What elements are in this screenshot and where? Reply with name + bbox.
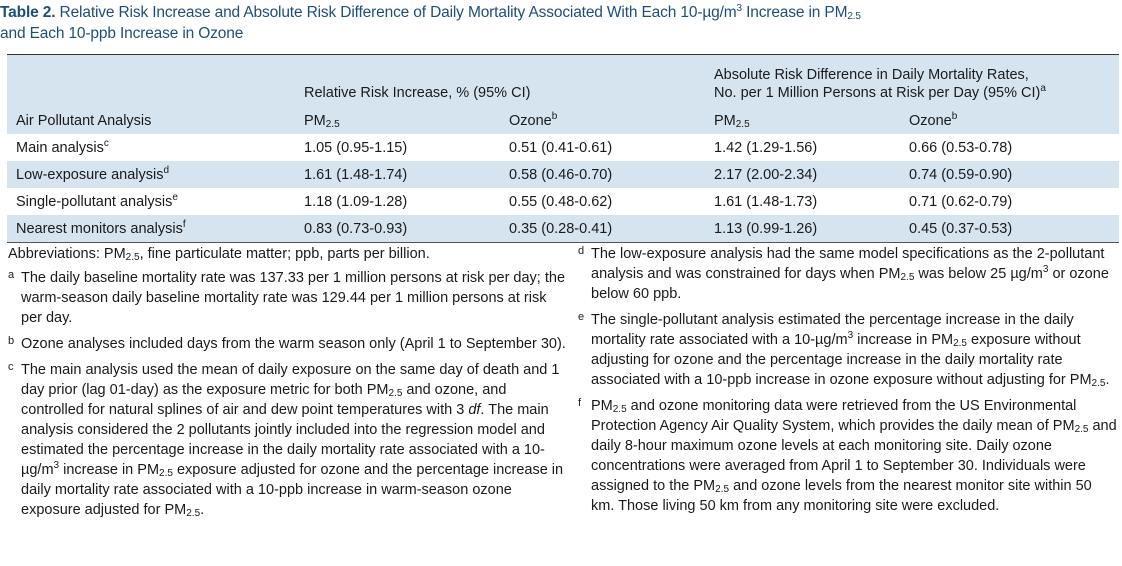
footnote-marker: e: [578, 311, 585, 323]
header-group-row: Relative Risk Increase, % (95% CI) Absol…: [7, 55, 1119, 108]
footnote-e: e The single-pollutant analysis estimate…: [578, 310, 1118, 390]
cell-ard-pm25: 1.61 (1.48-1.73): [714, 193, 818, 210]
footnote-marker: a: [8, 269, 15, 281]
row-label: Low-exposure analysisd: [16, 164, 170, 183]
table-row: Nearest monitors analysisf 0.83 (0.73-0.…: [7, 215, 1119, 243]
caption-text: Relative Risk Increase and Absolute Risk…: [59, 3, 861, 22]
col-header-ard-pm25: PM2.5: [714, 113, 750, 130]
cell-rr-pm25: 0.83 (0.73-0.93): [295, 215, 500, 243]
header-column-row: Air Pollutant Analysis PM2.5 Ozoneb PM2.…: [7, 108, 1119, 134]
cell-ard-ozone: 0.71 (0.62-0.79): [909, 193, 1013, 210]
footnote-a: a The daily baseline mortality rate was …: [8, 268, 568, 328]
footnote-marker: b: [8, 335, 15, 347]
group-header-relative-risk: Relative Risk Increase, % (95% CI): [304, 85, 531, 101]
cell-ard-ozone: 0.74 (0.59-0.90): [909, 166, 1013, 183]
abbreviations-note: Abbreviations: PM2.5, fine particulate m…: [8, 246, 430, 263]
cell-rr-ozone: 0.51 (0.41-0.61): [509, 139, 613, 156]
table-row: Low-exposure analysisd 1.61 (1.48-1.74) …: [7, 161, 1119, 188]
footnote-b: b Ozone analyses included days from the …: [8, 334, 568, 354]
footnote-marker: d: [578, 245, 585, 257]
footnote-marker: c: [8, 361, 14, 373]
cell-ard-pm25: 2.17 (2.00-2.34): [714, 166, 818, 183]
cell-rr-ozone: 0.58 (0.46-0.70): [509, 166, 613, 183]
footnote-marker: f: [578, 397, 582, 409]
col-header-rr-pm25: PM2.5: [304, 113, 340, 130]
col-header-ard-ozone: Ozoneb: [909, 111, 958, 130]
footnote-c: c The main analysis used the mean of dai…: [8, 360, 568, 520]
cell-rr-pm25: 1.61 (1.48-1.74): [304, 166, 408, 183]
table-row: Single-pollutant analysise 1.18 (1.09-1.…: [7, 188, 1119, 215]
col-header-analysis: Air Pollutant Analysis: [16, 113, 152, 129]
table-caption: Table 2. Relative Risk Increase and Abso…: [0, 2, 1120, 44]
caption-line2: and Each 10-ppb Increase in Ozone: [0, 25, 244, 42]
cell-ard-pm25: 1.42 (1.29-1.56): [714, 139, 818, 156]
group-header-absolute-risk: Absolute Risk Difference in Daily Mortal…: [714, 67, 1046, 101]
cell-ard-pm25: 1.13 (0.99-1.26): [705, 215, 900, 243]
footnotes-right: d The low-exposure analysis had the same…: [578, 244, 1118, 522]
data-table: Relative Risk Increase, % (95% CI) Absol…: [7, 54, 1119, 243]
cell-ard-ozone: 0.66 (0.53-0.78): [909, 139, 1013, 156]
footnote-f: f PM2.5 and ozone monitoring data were r…: [578, 396, 1118, 516]
cell-rr-pm25: 1.18 (1.09-1.28): [304, 193, 408, 210]
col-header-rr-ozone: Ozoneb: [509, 111, 558, 130]
caption-label: Table 2.: [0, 4, 56, 21]
table-row: Main analysisc 1.05 (0.95-1.15) 0.51 (0.…: [7, 134, 1119, 161]
footnote-d: d The low-exposure analysis had the same…: [578, 244, 1118, 304]
footnotes-left: Abbreviations: PM2.5, fine particulate m…: [8, 244, 568, 526]
cell-rr-pm25: 1.05 (0.95-1.15): [304, 139, 408, 156]
row-label: Nearest monitors analysisf: [7, 215, 295, 243]
row-label: Single-pollutant analysise: [16, 191, 178, 210]
cell-rr-ozone: 0.35 (0.28-0.41): [500, 215, 705, 243]
row-label: Main analysisc: [16, 137, 109, 156]
cell-ard-ozone: 0.45 (0.37-0.53): [900, 215, 1119, 243]
cell-rr-ozone: 0.55 (0.48-0.62): [509, 193, 613, 210]
